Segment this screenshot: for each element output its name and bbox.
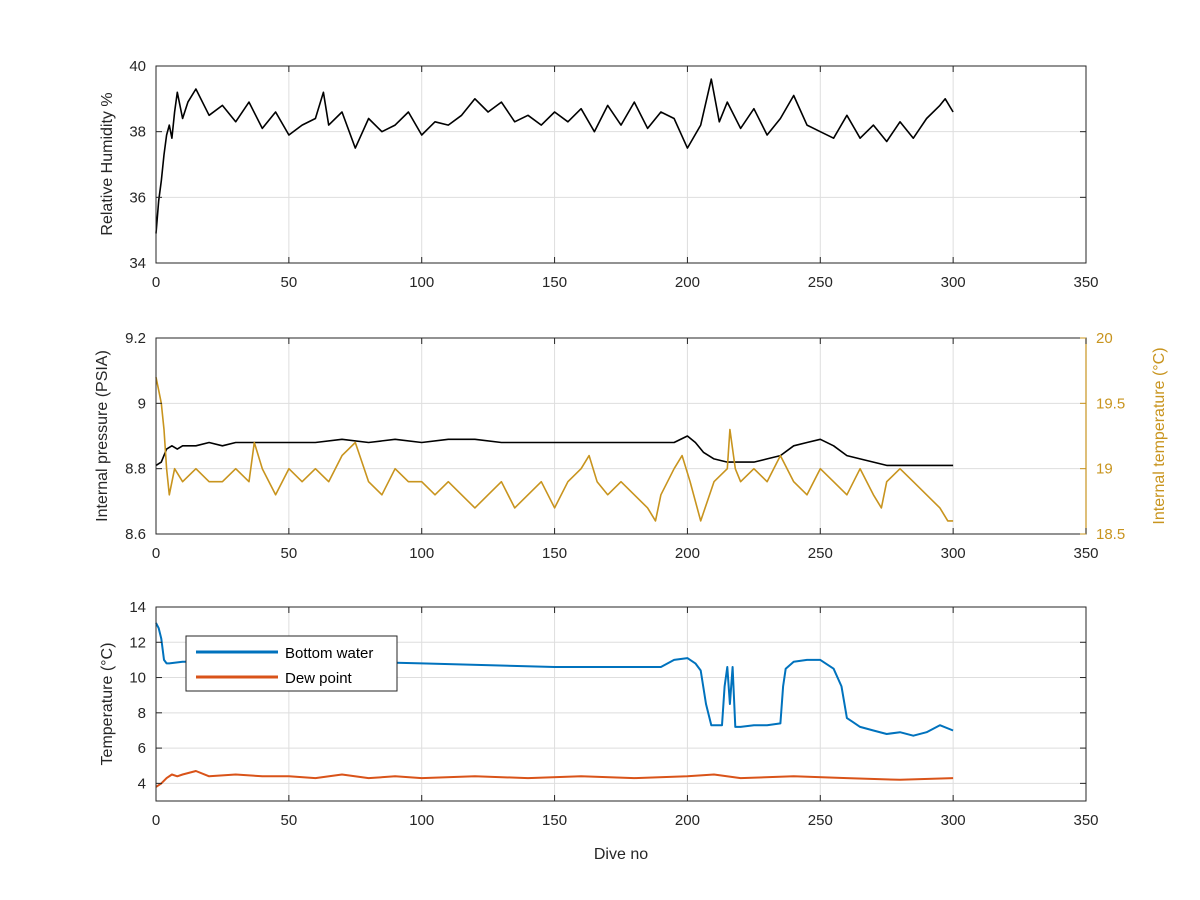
humidity-plot-area <box>156 66 1086 263</box>
humidity-x-tick-label: 150 <box>542 274 567 291</box>
pressure-plot-area <box>156 338 1086 534</box>
humidity-x-tick-label: 50 <box>281 274 298 291</box>
temperature-x-tick-label: 100 <box>409 812 434 829</box>
pressure-x-tick-label: 100 <box>409 545 434 562</box>
pressure-x-tick-label: 50 <box>281 545 298 562</box>
temperature-y-tick-label: 14 <box>129 599 146 616</box>
pressure-x-tick-label: 350 <box>1073 545 1098 562</box>
pressure-y-tick-label: 8.6 <box>125 526 146 543</box>
temperature-x-tick-label: 300 <box>941 812 966 829</box>
humidity-y-tick-label: 34 <box>129 255 146 272</box>
pressure-y-label: Internal pressure (PSIA) <box>94 350 111 522</box>
humidity-axes-box <box>155 65 1087 264</box>
legend-label-dew-point: Dew point <box>285 670 353 687</box>
temperature-x-tick-label: 200 <box>675 812 700 829</box>
pressure-y2-tick-label: 18.5 <box>1096 526 1125 543</box>
humidity-y-tick-label: 38 <box>129 124 146 141</box>
pressure-x-tick-label: 0 <box>152 545 160 562</box>
humidity-y-tick-label: 36 <box>129 189 146 206</box>
legend: Bottom water Dew point <box>185 635 398 692</box>
humidity-x-tick-label: 0 <box>152 274 160 291</box>
humidity-x-tick-label: 200 <box>675 274 700 291</box>
temperature-y-tick-label: 12 <box>129 634 146 651</box>
pressure-y2-tick-label: 20 <box>1096 330 1113 347</box>
temperature-x-tick-label: 50 <box>281 812 298 829</box>
humidity-x-tick-label: 300 <box>941 274 966 291</box>
pressure-x-tick-label: 200 <box>675 545 700 562</box>
humidity-panel: 0 50 100 150 200 250 300 350 34 36 38 40 Relative H… <box>99 58 1099 291</box>
humidity-series-0-line <box>155 78 954 234</box>
temperature-y-label: Temperature (°C) <box>99 643 116 766</box>
humidity-x-tick-label: 250 <box>808 274 833 291</box>
temperature-panel: 0 50 100 150 200 250 300 350 4 6 8 10 12 14 Temperatu… <box>99 599 1099 863</box>
humidity-y-label: Relative Humidity % <box>99 92 116 235</box>
temperature-y-tick-label: 4 <box>138 775 146 792</box>
legend-box <box>185 635 398 692</box>
pressure-x-tick-label: 150 <box>542 545 567 562</box>
humidity-x-tick-label: 100 <box>409 274 434 291</box>
humidity-y-tick-label: 40 <box>129 58 146 75</box>
pressure-y-tick-label: 8.8 <box>125 461 146 478</box>
temperature-axes-box <box>155 606 1087 802</box>
humidity-x-tick-label: 350 <box>1073 274 1098 291</box>
pressure-y-tick-label: 9 <box>138 395 146 412</box>
temperature-y-tick-label: 8 <box>138 705 146 722</box>
pressure-y2-tick-label: 19 <box>1096 461 1113 478</box>
x-axis-label: Dive no <box>594 846 648 863</box>
pressure-panel: 0 50 100 150 200 250 300 350 8.6 8.8 9 9.2 18.5 19 19.… <box>94 330 1168 562</box>
temperature-y-tick-label: 10 <box>129 670 146 687</box>
pressure-series-0-line <box>155 435 954 467</box>
pressure-y2-tick-label: 19.5 <box>1096 395 1125 412</box>
temperature-x-tick-label: 250 <box>808 812 833 829</box>
pressure-x-tick-label: 250 <box>808 545 833 562</box>
dew-point-line <box>155 770 954 788</box>
legend-label-bottom-water: Bottom water <box>285 645 373 662</box>
temperature-y-tick-label: 6 <box>138 740 146 757</box>
pressure-x-tick-label: 300 <box>941 545 966 562</box>
pressure-y-tick-label: 9.2 <box>125 330 146 347</box>
temperature-x-tick-label: 350 <box>1073 812 1098 829</box>
temperature-x-tick-label: 150 <box>542 812 567 829</box>
temperature-x-tick-label: 0 <box>152 812 160 829</box>
internal-temperature-y-label: Internal temperature (°C) <box>1151 347 1168 524</box>
pressure-series-1-line <box>155 377 954 522</box>
